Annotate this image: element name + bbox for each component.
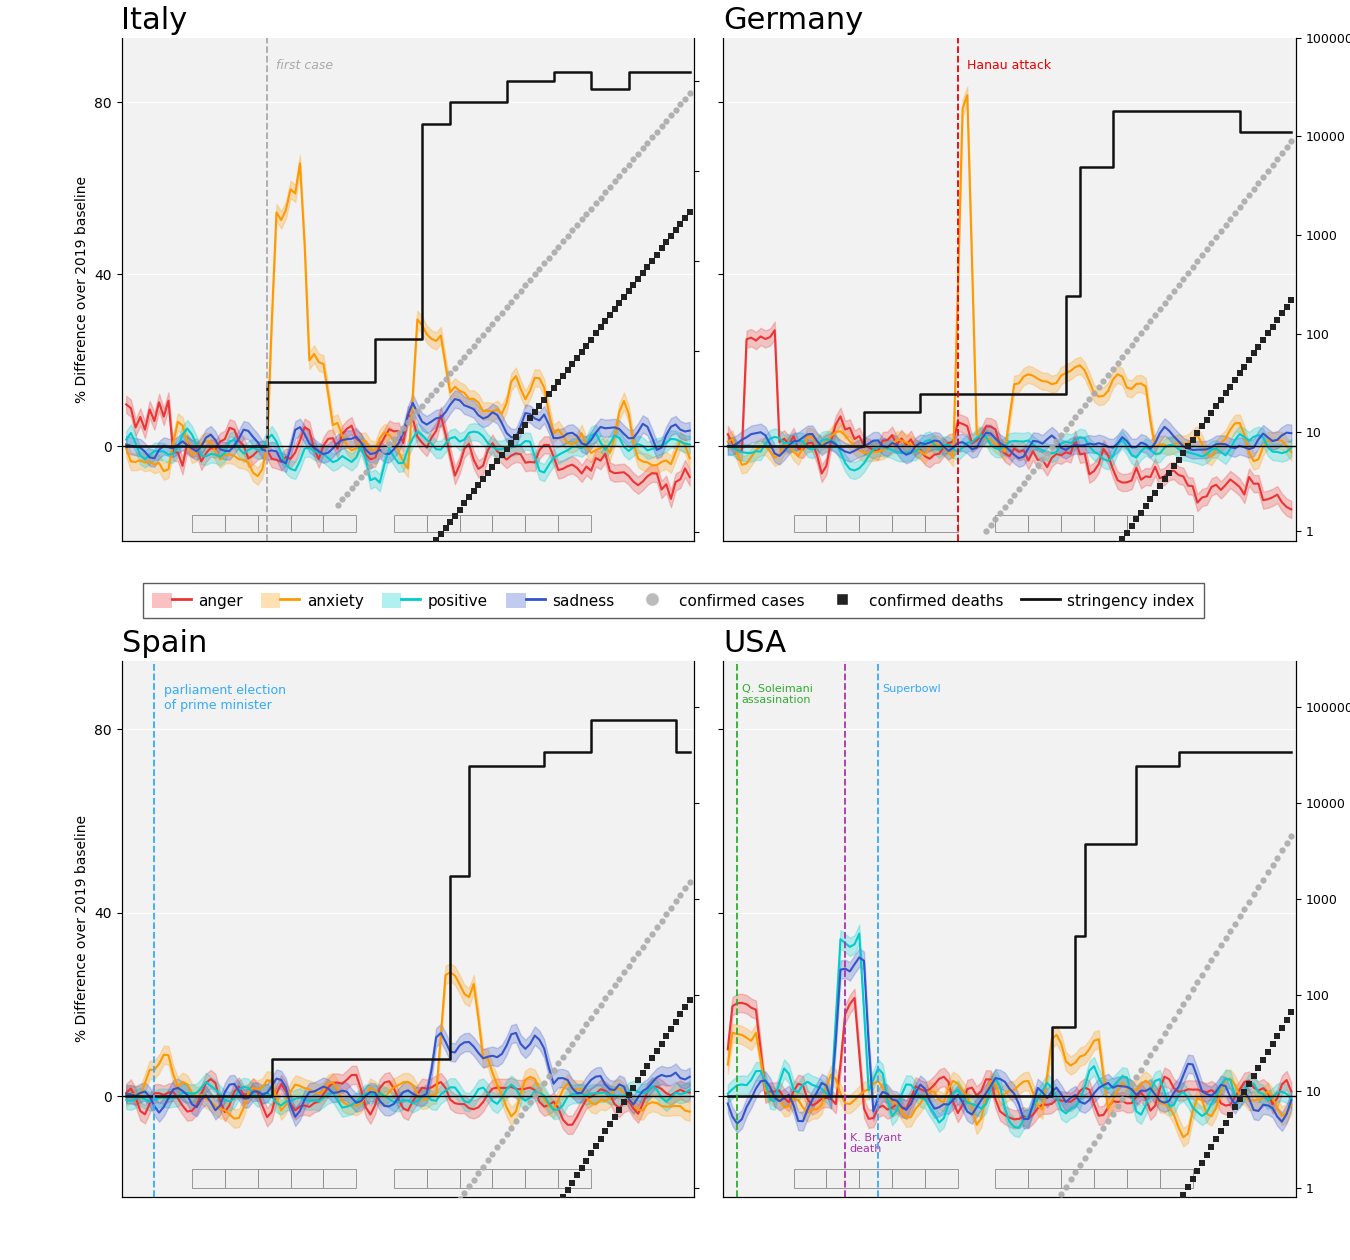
Bar — [826, 1169, 859, 1188]
Bar — [290, 515, 324, 532]
Bar — [258, 515, 290, 532]
Bar — [225, 1169, 258, 1188]
Text: Spain: Spain — [122, 630, 207, 659]
Bar — [459, 1169, 493, 1188]
Bar — [493, 1169, 525, 1188]
Bar — [290, 1169, 324, 1188]
Text: Italy: Italy — [122, 6, 188, 35]
Bar — [794, 1169, 826, 1188]
Bar — [995, 515, 1029, 532]
Bar — [192, 515, 225, 532]
Bar — [1127, 515, 1160, 532]
Legend: anger, anxiety, positive, sadness, confirmed cases, confirmed deaths, stringency: anger, anxiety, positive, sadness, confi… — [143, 583, 1204, 617]
Bar — [225, 515, 258, 532]
Bar — [892, 515, 925, 532]
Bar — [1160, 515, 1192, 532]
Bar — [324, 1169, 356, 1188]
Bar — [859, 515, 892, 532]
Bar — [995, 1169, 1029, 1188]
Text: first case: first case — [277, 59, 333, 72]
Bar — [324, 515, 356, 532]
Text: K. Bryant
death: K. Bryant death — [850, 1133, 902, 1154]
Bar — [192, 1169, 225, 1188]
Bar — [427, 1169, 459, 1188]
Bar — [459, 515, 493, 532]
Bar — [925, 1169, 958, 1188]
Bar — [427, 515, 459, 532]
Bar — [826, 515, 859, 532]
Text: Q. Soleimani
assasination: Q. Soleimani assasination — [743, 684, 813, 706]
Y-axis label: % Difference over 2019 baseline: % Difference over 2019 baseline — [74, 175, 89, 403]
Bar — [1029, 515, 1061, 532]
Bar — [1061, 515, 1094, 532]
Bar — [1127, 1169, 1160, 1188]
Bar — [1094, 1169, 1127, 1188]
Text: Hanau attack: Hanau attack — [967, 59, 1052, 72]
Bar — [525, 1169, 559, 1188]
Text: Superbowl: Superbowl — [883, 684, 941, 694]
Bar — [1094, 515, 1127, 532]
Bar — [1160, 1169, 1192, 1188]
Bar — [794, 515, 826, 532]
Text: Germany: Germany — [724, 6, 863, 35]
Bar — [859, 1169, 892, 1188]
Bar — [1061, 1169, 1094, 1188]
Bar — [1029, 1169, 1061, 1188]
Bar — [892, 1169, 925, 1188]
Bar — [559, 1169, 591, 1188]
Text: USA: USA — [724, 630, 786, 659]
Bar — [394, 515, 427, 532]
Bar — [493, 515, 525, 532]
Text: parliament election
of prime minister: parliament election of prime minister — [163, 684, 286, 712]
Bar — [559, 515, 591, 532]
Bar — [258, 1169, 290, 1188]
Bar — [925, 515, 958, 532]
Y-axis label: % Difference over 2019 baseline: % Difference over 2019 baseline — [74, 815, 89, 1042]
Bar — [394, 1169, 427, 1188]
Bar — [525, 515, 559, 532]
